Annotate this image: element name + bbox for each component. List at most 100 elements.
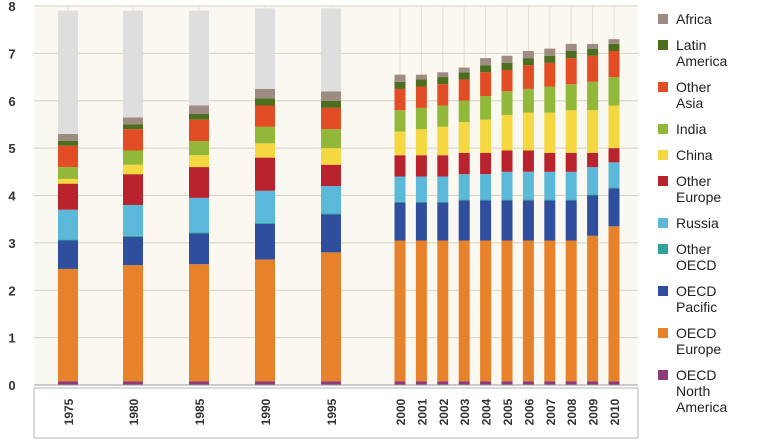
bar-segment	[415, 381, 427, 385]
legend-label: Europe	[676, 189, 721, 205]
x-tick-label: 1980	[127, 398, 141, 425]
bar-segment	[321, 252, 341, 382]
bar-segment	[565, 51, 577, 59]
bar-segment	[544, 200, 556, 241]
bar-segment	[544, 240, 556, 382]
x-tick-label: 2009	[587, 398, 601, 425]
bar-segment	[501, 171, 513, 200]
bar-segment	[522, 58, 534, 66]
y-tick-label: 3	[8, 236, 15, 251]
bar-segment	[321, 164, 341, 187]
y-tick-label: 8	[8, 0, 15, 14]
bar-segment	[480, 72, 492, 97]
x-tick-labels: 1975 1980 1985 1990 1995 2000 2001 2002 2003 2004…	[62, 398, 622, 425]
bar-segment	[522, 381, 534, 385]
bar-segment	[123, 174, 143, 205]
bar-segment	[437, 72, 449, 78]
bar-segment	[608, 226, 620, 382]
bar-segment	[189, 264, 209, 382]
bar-segment	[415, 201, 427, 203]
bar-segment	[415, 202, 427, 241]
bar-segment	[321, 8, 341, 92]
bar-segment	[480, 65, 492, 73]
legend-swatch	[658, 286, 668, 296]
bar-segment	[522, 171, 534, 200]
bar-segment	[501, 91, 513, 115]
legend-swatch	[658, 176, 668, 186]
bar-segment	[544, 112, 556, 153]
bar-segment	[123, 265, 143, 382]
bar-segment	[255, 259, 275, 382]
bar-segment	[123, 129, 143, 151]
bar-segment	[58, 133, 78, 142]
bar-segment	[587, 110, 599, 153]
legend-swatch	[658, 82, 668, 92]
bar-segment	[565, 84, 577, 111]
bar-segment	[544, 62, 556, 87]
bar-segment	[480, 199, 492, 201]
bar-segment	[394, 202, 406, 241]
bar-segment	[608, 188, 620, 227]
bar-segment	[437, 176, 449, 202]
bar-segment	[522, 200, 534, 241]
bar-segment	[415, 129, 427, 156]
bar-segment	[480, 119, 492, 153]
legend-swatch	[658, 244, 668, 254]
bar-segment	[437, 240, 449, 382]
bar-segment	[587, 43, 599, 49]
bar-segment	[522, 199, 534, 201]
bar-segment	[480, 96, 492, 120]
x-tick-label: 2007	[544, 398, 558, 425]
bar-segment	[437, 105, 449, 127]
bar-segment	[544, 86, 556, 113]
bar-segment	[480, 152, 492, 175]
bar-segment	[522, 65, 534, 89]
bar-segment	[565, 200, 577, 241]
bar-segment	[189, 232, 209, 234]
x-tick-label: 1975	[62, 398, 76, 425]
bar-segment	[437, 126, 449, 156]
bar-segment	[522, 240, 534, 382]
bar-segment	[394, 240, 406, 382]
x-tick-label: 2008	[565, 398, 579, 425]
x-label-band	[33, 387, 639, 439]
bar-segment	[608, 105, 620, 149]
bar-segment	[415, 74, 427, 80]
bar-segment	[321, 381, 341, 385]
bar-segment	[480, 240, 492, 382]
bar-segment	[58, 381, 78, 385]
bar-segment	[587, 235, 599, 382]
bar-segment	[608, 148, 620, 163]
bar-segment	[394, 110, 406, 132]
legend-label: Other	[676, 173, 711, 189]
legend: AfricaLatinAmericaOtherAsiaIndiaChinaOth…	[658, 11, 728, 415]
bar-segment	[587, 81, 599, 111]
bar-segment	[255, 157, 275, 191]
bar-segment	[480, 200, 492, 241]
bar-segment	[189, 155, 209, 168]
bar-segment	[565, 199, 577, 201]
bar-segment	[58, 178, 78, 184]
bar-segment	[522, 112, 534, 151]
legend-label: Europe	[676, 341, 721, 357]
bar-segment	[394, 131, 406, 156]
bar-segment	[321, 214, 341, 253]
legend-swatch	[658, 218, 668, 228]
bar-segment	[608, 51, 620, 78]
y-tick-label: 1	[8, 331, 15, 346]
legend-label: America	[676, 53, 728, 69]
bar-segment	[415, 240, 427, 382]
bar-segment	[255, 98, 275, 106]
legend-label: America	[676, 399, 728, 415]
bar-segment	[587, 195, 599, 236]
legend-swatch	[658, 150, 668, 160]
bar-segment	[123, 164, 143, 175]
y-tick-label: 5	[8, 141, 15, 156]
bar-segment	[394, 201, 406, 203]
bar-segment	[544, 48, 556, 56]
bar-segment	[501, 114, 513, 151]
bar-segment	[544, 152, 556, 172]
bar-segment	[189, 141, 209, 156]
bar-segment	[501, 62, 513, 70]
y-tick-label: 7	[8, 46, 15, 61]
